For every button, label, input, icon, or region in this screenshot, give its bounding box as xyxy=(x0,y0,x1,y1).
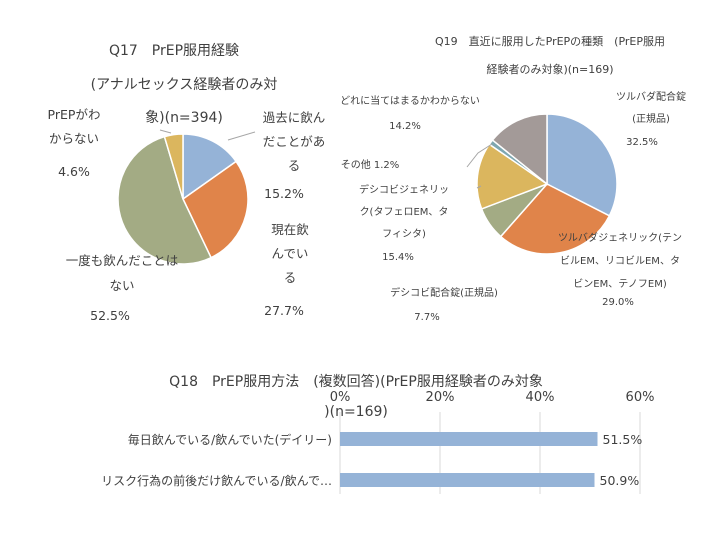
value-never-taken: 52.5% xyxy=(90,308,130,323)
leader-line xyxy=(476,185,482,189)
bar-value-label: 51.5% xyxy=(603,432,643,447)
x-tick-label: 20% xyxy=(426,390,455,405)
value-unsure: 14.2% xyxy=(389,121,421,132)
leader-line xyxy=(466,143,493,168)
q18-bar-chart: Q18 PrEP服用方法 (複数回答)(PrEP服用経験者のみ対象 )(n=169… xyxy=(101,373,654,494)
label-never-taken: ない xyxy=(109,278,134,293)
label-currently-taking: る xyxy=(284,270,297,285)
q17-title: 象)(n=394) xyxy=(145,110,223,126)
label-unknown: PrEPがわ xyxy=(48,107,101,122)
label-unsure: どれに当てはまるかわからない xyxy=(340,94,480,107)
slice-truvada-generic xyxy=(499,183,611,255)
label-taken-before: だことがあ xyxy=(263,134,326,149)
label-truvada: ツルバダ配合錠 xyxy=(616,90,686,103)
category-label: 毎日飲んでいる/飲んでいた(デイリー) xyxy=(128,432,332,447)
value-descovy: 7.7% xyxy=(414,312,439,323)
bar-value-label: 50.9% xyxy=(600,473,640,488)
value-descovy-generic: 15.4% xyxy=(382,252,414,263)
label-taken-before: 過去に飲ん xyxy=(263,110,326,125)
leader-line xyxy=(227,131,256,141)
label-descovy-generic: ク(タフェロEM、タ xyxy=(360,206,449,218)
bar xyxy=(340,473,595,487)
label-currently-taking: んでい xyxy=(272,246,309,261)
bar xyxy=(340,432,598,446)
x-tick-label: 40% xyxy=(526,390,555,405)
value-truvada: 32.5% xyxy=(626,137,658,148)
label-descovy-generic: フィシタ) xyxy=(382,228,426,240)
leader-line xyxy=(159,129,172,134)
value-taken-before: 15.2% xyxy=(264,186,304,201)
label-other: その他 1.2% xyxy=(341,158,400,171)
label-descovy: デシコビ配合錠(正規品) xyxy=(390,286,498,299)
category-label: リスク行為の前後だけ飲んでいる/飲んで… xyxy=(101,473,332,488)
x-tick-label: 60% xyxy=(626,390,655,405)
q19-title: 経験者のみ対象)(n=169) xyxy=(486,62,613,76)
label-unknown: からない xyxy=(49,131,99,146)
label-currently-taking: 現在飲 xyxy=(271,222,309,237)
label-descovy-generic: デシコビジェネリッ xyxy=(359,183,449,196)
label-truvada-generic: ビンEM、テノフEM) xyxy=(573,278,667,290)
slice-unsure xyxy=(491,113,548,186)
label-truvada-generic: ツルバダジェネリック(テン xyxy=(558,231,682,244)
q18-title: )(n=169) xyxy=(324,404,388,420)
slice-unknown xyxy=(163,133,184,200)
label-truvada: (正規品) xyxy=(632,113,670,125)
value-currently-taking: 27.7% xyxy=(264,303,304,318)
q17-title: Q17 PrEP服用経験 xyxy=(109,43,239,59)
q19-pie-chart: Q19 直近に服用したPrEPの種類 (PrEP服用経験者のみ対象)(n=169… xyxy=(340,34,686,323)
q17-title: (アナルセックス経験者のみ対 xyxy=(91,77,278,93)
label-taken-before: る xyxy=(288,158,301,173)
slice-taken-before xyxy=(182,133,238,201)
slice-never-taken xyxy=(117,135,213,265)
q19-title: Q19 直近に服用したPrEPの種類 (PrEP服用 xyxy=(435,34,665,48)
label-truvada-generic: ビルEM、リコビルEM、タ xyxy=(560,255,680,267)
x-tick-label: 0% xyxy=(330,390,351,405)
value-truvada-generic: 29.0% xyxy=(602,297,634,308)
value-unknown: 4.6% xyxy=(58,164,90,179)
slice-truvada xyxy=(546,113,618,217)
slice-currently-taking xyxy=(182,160,249,259)
q18-title: Q18 PrEP服用方法 (複数回答)(PrEP服用経験者のみ対象 xyxy=(169,373,543,390)
label-never-taken: 一度も飲んだことは xyxy=(66,253,179,268)
